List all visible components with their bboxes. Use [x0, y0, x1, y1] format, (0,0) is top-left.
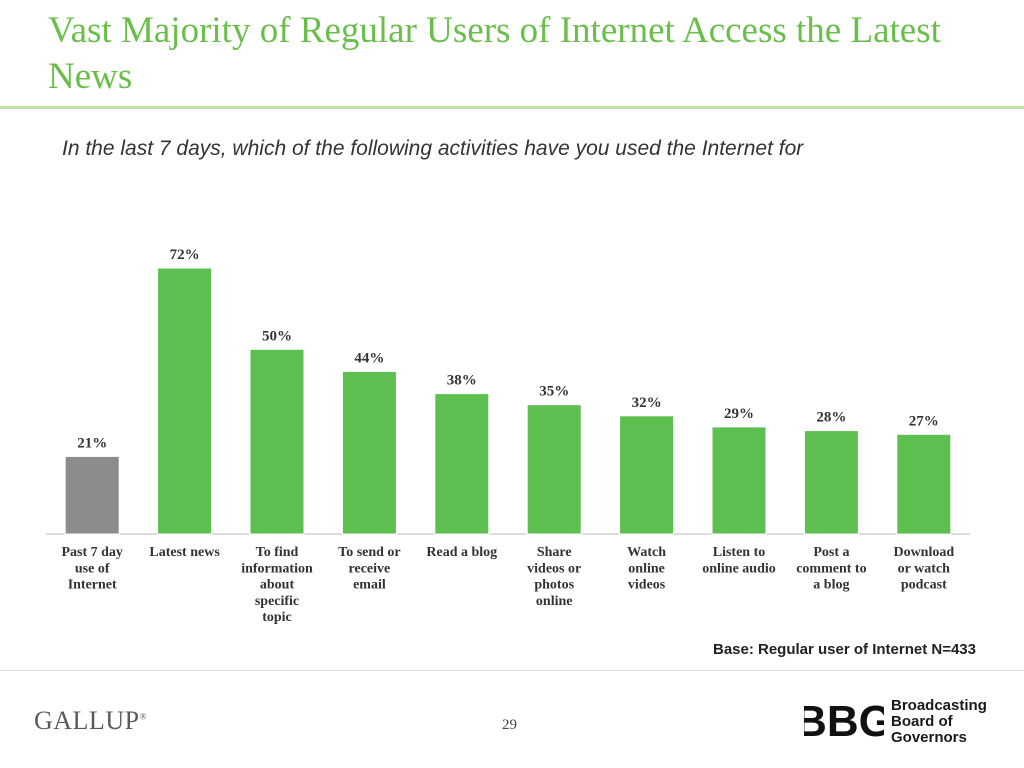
- category-label: Download or watch podcast: [893, 545, 954, 593]
- bbg-line: Board of: [891, 713, 953, 730]
- bar-value-label: 29%: [724, 406, 754, 422]
- bar: [896, 433, 952, 535]
- bbg-logo: BBG: [804, 698, 884, 742]
- category-label: Watch online videos: [627, 545, 666, 593]
- category-label: To find information about specific topic: [241, 545, 313, 625]
- bar: [711, 426, 767, 535]
- page-title: Vast Majority of Regular Users of Intern…: [48, 10, 941, 97]
- title-divider: [0, 106, 1024, 109]
- bar-value-label: 27%: [909, 413, 939, 429]
- footer-divider: [0, 670, 1024, 671]
- svg-text:BBG: BBG: [804, 698, 884, 742]
- bar-value-label: 21%: [77, 435, 107, 451]
- bar-value-label: 28%: [816, 410, 846, 426]
- bar: [64, 455, 120, 535]
- bbg-line: Broadcasting: [891, 697, 987, 714]
- bar: [341, 370, 397, 535]
- page-number: 29: [502, 717, 517, 733]
- bar: [803, 430, 859, 535]
- bar-value-label: 44%: [354, 350, 384, 366]
- bar: [526, 404, 582, 535]
- bar: [157, 267, 213, 535]
- bar-value-label: 72%: [170, 247, 200, 263]
- bar-chart: 21% Past 7 day use of Internet 72% Latest new…: [46, 247, 970, 625]
- category-label: Past 7 day use of Internet: [61, 545, 122, 593]
- category-label: Share videos or photos online: [527, 545, 581, 609]
- category-label: Post a comment to a blog: [796, 545, 866, 593]
- bar: [619, 415, 675, 535]
- category-label: To send or receive email: [338, 545, 401, 593]
- bar: [249, 348, 305, 535]
- gallup-logo: GALLUP®: [34, 706, 147, 735]
- bar: [434, 393, 490, 535]
- category-label: Read a blog: [426, 545, 497, 560]
- bar-value-label: 38%: [447, 373, 477, 389]
- bar-value-label: 35%: [539, 384, 569, 400]
- question-subtitle: In the last 7 days, which of the followi…: [62, 137, 804, 160]
- bbg-wordmark: Broadcasting Board of Governors: [891, 698, 987, 746]
- bar-value-label: 32%: [632, 395, 662, 411]
- bbg-line: Governors: [891, 729, 967, 746]
- base-note: Base: Regular user of Internet N=433: [712, 641, 976, 658]
- category-label: Latest news: [149, 545, 220, 560]
- category-label: Listen to online audio: [702, 545, 776, 576]
- bar-value-label: 50%: [262, 328, 292, 344]
